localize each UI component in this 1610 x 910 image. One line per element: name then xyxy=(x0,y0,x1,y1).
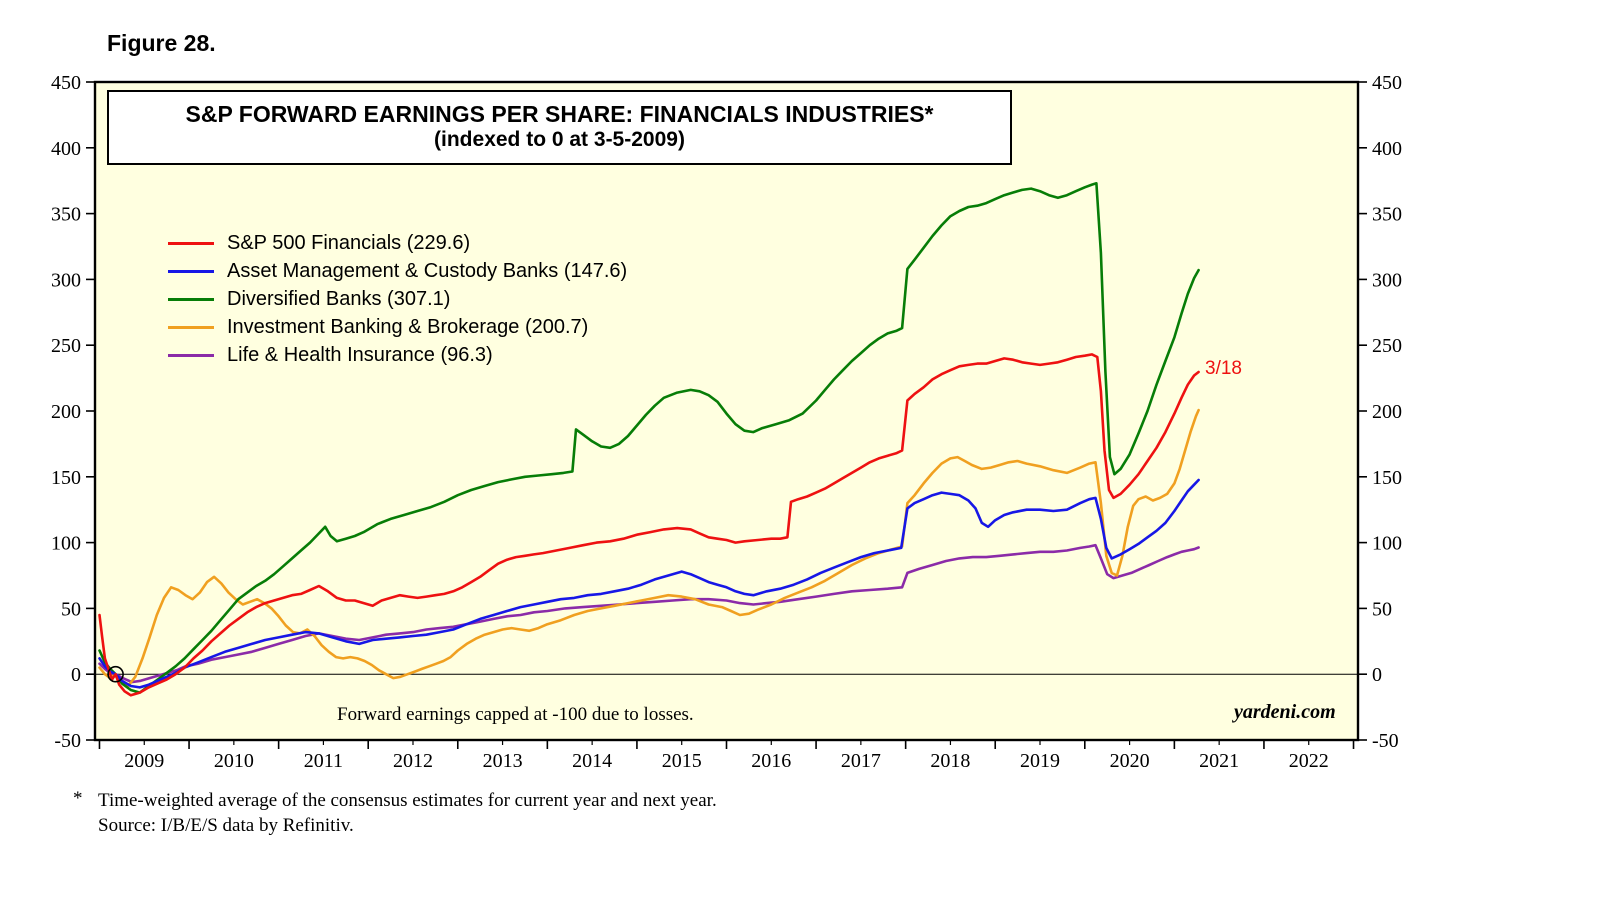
y-axis-label-right: 400 xyxy=(1372,138,1402,160)
legend-label: Asset Management & Custody Banks (147.6) xyxy=(227,259,628,282)
legend-swatch-blue xyxy=(168,269,214,273)
y-axis-label-right: 350 xyxy=(1372,204,1402,226)
y-axis-label-left: 300 xyxy=(51,269,81,291)
legend-swatch-green xyxy=(168,297,214,301)
x-axis-label: 2011 xyxy=(304,750,343,772)
x-axis-label: 2009 xyxy=(124,750,164,772)
x-axis-label: 2012 xyxy=(393,750,433,772)
x-axis-label: 2022 xyxy=(1289,750,1329,772)
y-axis-label-right: 300 xyxy=(1372,269,1402,291)
x-axis-label: 2014 xyxy=(572,750,612,772)
legend-swatch-purple xyxy=(168,353,214,357)
series-line-life-health-insurance xyxy=(98,543,1200,684)
y-axis-label-right: 100 xyxy=(1372,533,1402,555)
y-axis-label-left: 450 xyxy=(51,72,81,94)
y-axis-label-left: 150 xyxy=(51,467,81,489)
y-axis-label-right: 150 xyxy=(1372,467,1402,489)
series-line-asset-management-custody-banks xyxy=(98,478,1200,689)
y-axis-label-right: 250 xyxy=(1372,335,1402,357)
chart-subtitle: (indexed to 0 at 3-5-2009) xyxy=(434,128,685,151)
y-axis-label-left: 250 xyxy=(51,335,81,357)
chart-title-box: S&P FORWARD EARNINGS PER SHARE: FINANCIA… xyxy=(107,90,1012,165)
cap-note: Forward earnings capped at -100 due to l… xyxy=(337,704,694,725)
yardeni-watermark: yardeni.com xyxy=(1234,701,1336,723)
footnote-line1: Time-weighted average of the consensus e… xyxy=(98,790,717,811)
x-axis-label: 2015 xyxy=(662,750,702,772)
y-axis-label-right: 200 xyxy=(1372,401,1402,423)
legend-label: S&P 500 Financials (229.6) xyxy=(227,231,471,254)
legend-swatch-red xyxy=(168,241,214,245)
series-line-sp500-financials xyxy=(98,353,1200,697)
y-axis-label-right: 0 xyxy=(1372,664,1382,686)
index-origin-marker xyxy=(107,665,124,683)
y-axis-label-right: 50 xyxy=(1372,598,1392,620)
figure-label: Figure 28. xyxy=(107,30,216,56)
legend-label: Diversified Banks (307.1) xyxy=(227,287,451,310)
x-axis-label: 2019 xyxy=(1020,750,1060,772)
latest-date-annotation: 3/18 xyxy=(1205,358,1242,379)
y-axis-label-left: -50 xyxy=(54,730,81,752)
chart-title: S&P FORWARD EARNINGS PER SHARE: FINANCIA… xyxy=(185,101,934,127)
x-axis-label: 2018 xyxy=(930,750,970,772)
footnote: * Time-weighted average of the consensus… xyxy=(73,788,717,838)
legend-item-life-health-insurance: Life & Health Insurance (96.3) xyxy=(168,341,627,369)
y-axis-label-left: 350 xyxy=(51,204,81,226)
legend-label: Investment Banking & Brokerage (200.7) xyxy=(227,315,589,338)
y-axis-label-left: 400 xyxy=(51,138,81,160)
legend-item-diversified-banks: Diversified Banks (307.1) xyxy=(168,285,627,313)
x-axis-label: 2020 xyxy=(1110,750,1150,772)
series-line-diversified-banks xyxy=(98,182,1200,694)
legend-label: Life & Health Insurance (96.3) xyxy=(227,343,493,366)
y-axis-label-left: 100 xyxy=(51,533,81,555)
y-axis-label-left: 200 xyxy=(51,401,81,423)
y-axis-label-right: 450 xyxy=(1372,72,1402,94)
y-axis-label-left: 0 xyxy=(71,664,81,686)
series-line-investment-banking-brokerage xyxy=(98,408,1200,688)
y-axis-label-right: -50 xyxy=(1372,730,1399,752)
x-axis-label: 2021 xyxy=(1199,750,1239,772)
legend-swatch-orange xyxy=(168,325,214,329)
x-axis-label: 2010 xyxy=(214,750,254,772)
legend-item-investment-banking-brokerage: Investment Banking & Brokerage (200.7) xyxy=(168,313,627,341)
x-axis-label: 2013 xyxy=(483,750,523,772)
x-axis-label: 2016 xyxy=(751,750,791,772)
footnote-line2: Source: I/B/E/S data by Refinitiv. xyxy=(98,815,354,836)
legend-item-sp500-financials: S&P 500 Financials (229.6) xyxy=(168,229,627,257)
legend-item-asset-management-custody-banks: Asset Management & Custody Banks (147.6) xyxy=(168,257,627,285)
x-axis-label: 2017 xyxy=(841,750,881,772)
chart-legend: S&P 500 Financials (229.6) Asset Managem… xyxy=(168,229,627,369)
y-axis-label-left: 50 xyxy=(61,598,81,620)
footnote-marker: * xyxy=(73,788,83,809)
